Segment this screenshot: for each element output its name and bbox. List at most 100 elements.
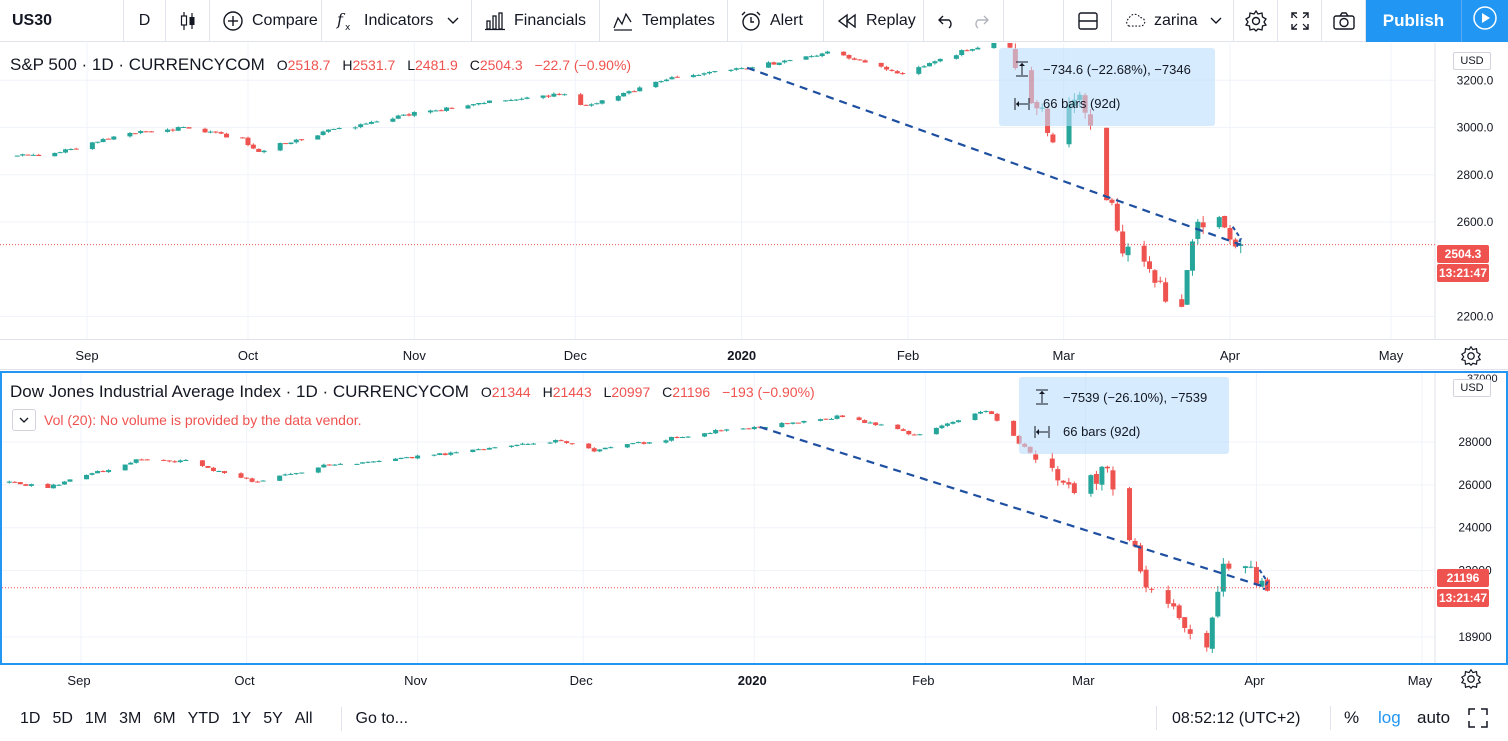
range-button-6m[interactable]: 6M [153,709,176,727]
candle [508,445,514,448]
dowjones-pane[interactable]: 280002600024000220001890037000 Dow Jones… [0,371,1508,665]
dowjones-title[interactable]: Dow Jones Industrial Average Index · 1D … [10,382,469,401]
candle [955,419,961,423]
trend-line[interactable] [759,425,1268,589]
candle [630,443,636,445]
price-range-measure[interactable]: −734.6 (−22.68%), −7346 66 bars (92d) [999,48,1215,126]
range-button-1d[interactable]: 1D [20,709,41,727]
candle [733,67,739,71]
low-value: 20997 [611,384,651,400]
candle [1050,132,1056,144]
layout-button[interactable] [1064,0,1112,42]
range-button-3m[interactable]: 3M [119,709,142,727]
range-button-all[interactable]: All [294,709,313,727]
compare-button[interactable]: Compare [210,0,322,42]
candle [1264,577,1270,592]
auto-toggle[interactable]: auto [1417,708,1451,727]
candle [626,90,632,95]
candle [547,441,553,444]
candle [519,97,525,101]
candle [213,131,219,134]
interval-button[interactable]: D [124,0,166,42]
candle [1195,219,1201,245]
candle [1248,560,1254,569]
candle [133,459,139,464]
redo-icon[interactable] [970,12,990,30]
candle [161,459,167,462]
dowjones-chart[interactable]: 280002600024000220001890037000 [2,373,1506,663]
fullscreen-button[interactable] [1278,0,1322,42]
measure-bars-text: 66 bars (92d) [1063,424,1141,439]
publish-button[interactable]: Publish [1366,0,1462,42]
candle [409,456,415,459]
candle [374,120,380,123]
symbol-search-button[interactable]: US30 [0,0,124,42]
alert-button[interactable]: Alert [728,0,824,42]
candle [325,129,331,133]
candle [983,410,989,413]
candle [884,65,890,71]
candle [819,52,825,58]
gear-icon[interactable] [1460,668,1482,690]
undo-icon[interactable] [937,12,957,30]
candle [503,100,509,102]
candle [631,90,637,93]
sp500-title[interactable]: S&P 500 · 1D · CURRENCYCOM [10,55,265,74]
candle [862,419,868,424]
candle [1049,452,1055,472]
candle [282,473,288,476]
range-button-5d[interactable]: 5D [52,709,73,727]
candle [921,64,927,68]
candle [1011,420,1017,437]
clock[interactable]: 08:52:12 (UTC+2) [1172,710,1301,727]
price-range-measure[interactable]: −7539 (−26.10%), −7539 66 bars (92d) [1019,377,1229,454]
range-button-1m[interactable]: 1M [84,709,108,727]
financials-button[interactable]: Financials [472,0,600,42]
candle [825,50,831,55]
collapse-button[interactable] [12,409,36,431]
candle [867,421,873,424]
time-axis-label: Apr [1219,348,1241,363]
candle [122,464,128,471]
snapshot-button[interactable] [1322,0,1366,42]
replay-button[interactable]: Replay [824,0,924,42]
candle [959,49,965,57]
candle [718,429,724,432]
candle [370,461,376,463]
candle [856,416,862,421]
candle [814,54,820,57]
time-axis-bottom[interactable]: Sep Oct Nov Dec 2020 Feb Mar Apr May [0,665,1508,694]
goto-button[interactable]: Go to... [340,706,408,731]
time-axis-top[interactable]: Sep Oct Nov Dec 2020 Feb Mar Apr May [0,339,1508,370]
time-axis-label: Oct [237,348,259,363]
templates-button[interactable]: Templates [600,0,728,42]
log-toggle[interactable]: log [1378,708,1401,727]
range-button-ytd[interactable]: YTD [187,709,220,727]
play-button[interactable] [1462,0,1508,42]
settings-button[interactable] [1234,0,1278,42]
range-button-1y[interactable]: 1Y [231,709,252,727]
fullscreen-icon[interactable] [1467,707,1489,734]
time-axis-label: May [1378,348,1404,363]
percent-toggle[interactable]: % [1344,708,1360,727]
candle [1227,225,1233,245]
range-button-5y[interactable]: 5Y [263,709,283,727]
currency-label[interactable]: USD [1453,52,1491,70]
chart-type-button[interactable] [166,0,210,42]
candle [1093,470,1099,490]
currency-label[interactable]: USD [1453,379,1491,397]
candle [939,424,945,430]
date-range-list: 1D 5D 1M 3M 6M YTD 1Y 5Y All [14,710,319,728]
candle [766,61,772,68]
gear-icon[interactable] [1460,345,1482,367]
layout-name-button[interactable]: zarina [1112,0,1234,42]
candle [45,483,51,489]
price-tick-label: 3200.0 [1457,73,1494,87]
trend-line[interactable] [746,66,1242,246]
candle [67,479,73,482]
candle [790,422,796,425]
candle [817,418,823,422]
